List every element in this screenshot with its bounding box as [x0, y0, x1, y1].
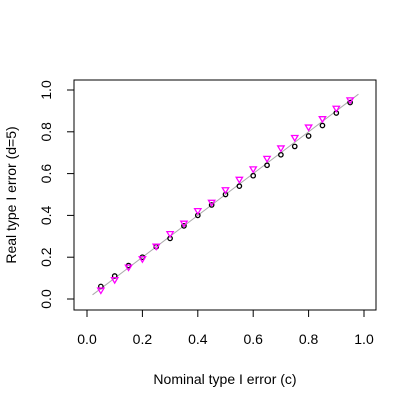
triangle-point — [165, 230, 175, 239]
triangle-point — [193, 208, 203, 216]
identity-reference-line — [92, 93, 359, 296]
y-tick-label: 0.4 — [38, 205, 54, 225]
x-tick-label: 0.4 — [188, 331, 208, 347]
circle-point — [347, 99, 353, 106]
triangle-point — [331, 105, 341, 113]
y-tick-label: 0.0 — [38, 289, 54, 309]
points-layer — [96, 97, 355, 295]
triangle-point — [110, 276, 120, 285]
triangle-point — [248, 166, 258, 174]
triangle-point — [276, 145, 286, 153]
x-tick-label: 0.0 — [77, 331, 97, 347]
triangle-point — [124, 264, 133, 272]
x-tick-label: 0.6 — [243, 331, 263, 347]
triangle-point — [96, 287, 106, 295]
y-tick-label: 0.2 — [38, 247, 54, 267]
reference-line-layer — [92, 93, 359, 296]
y-tick-label: 1.0 — [38, 80, 54, 100]
y-axis-label: Real type I error (d=5) — [3, 126, 19, 263]
triangle-point — [262, 155, 272, 164]
triangle-point — [151, 243, 161, 251]
triangle-point — [179, 220, 189, 228]
triangle-point — [304, 124, 313, 132]
triangle-point — [235, 176, 244, 185]
y-tick-label: 0.8 — [38, 122, 54, 142]
x-axis-label: Nominal type I error (c) — [153, 371, 296, 387]
x-axis: 0.0 0.2 0.4 0.6 0.8 1.0 — [77, 310, 374, 347]
x-tick-label: 0.2 — [133, 331, 153, 347]
triangle-point — [318, 116, 327, 124]
plot-frame — [73, 79, 377, 311]
triangle-point — [290, 134, 300, 143]
y-tick-label: 0.6 — [38, 164, 54, 184]
triangle-point — [345, 97, 355, 105]
x-tick-label: 1.0 — [354, 331, 374, 347]
triangle-point — [221, 187, 230, 195]
circle-point — [291, 143, 298, 150]
circle-point — [319, 122, 326, 129]
circle-point — [208, 202, 215, 208]
triangle-point — [207, 199, 216, 208]
circle-point — [181, 223, 187, 229]
y-axis: 0.0 0.2 0.4 0.6 0.8 1.0 — [38, 80, 74, 309]
x-tick-label: 0.8 — [299, 331, 319, 347]
circle-point — [305, 133, 312, 139]
triangle-point — [138, 256, 147, 264]
